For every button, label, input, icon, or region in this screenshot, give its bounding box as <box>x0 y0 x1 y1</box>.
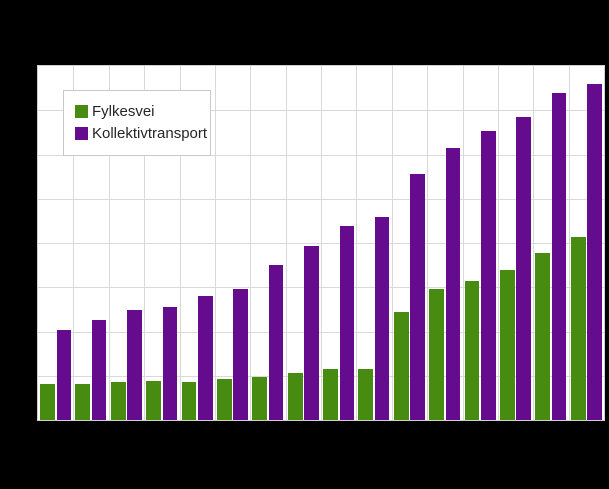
bar-kollektivtransport <box>410 174 425 420</box>
bar-fylkesvei <box>393 312 409 420</box>
bar-kollektivtransport <box>339 225 355 420</box>
plot-area: Fylkesvei Kollektivtransport <box>37 65 605 421</box>
legend-swatch-icon <box>75 127 88 140</box>
bar-fylkesvei <box>110 382 126 420</box>
bar-kollektivtransport <box>516 116 531 420</box>
bar-group <box>392 66 427 420</box>
bar-group <box>144 66 179 420</box>
bar-fylkesvei <box>146 380 162 420</box>
bar-fylkesvei <box>429 289 445 420</box>
bar-series <box>38 66 604 420</box>
bar-fylkesvei <box>181 381 197 420</box>
bar-kollektivtransport <box>374 217 390 420</box>
bar-group <box>250 66 285 420</box>
bar-kollektivtransport <box>551 93 567 420</box>
bar-fylkesvei <box>287 372 303 420</box>
bar-fylkesvei <box>464 281 480 420</box>
bar-group <box>498 66 533 420</box>
bar-fylkesvei <box>499 269 515 420</box>
bar-group <box>427 66 462 420</box>
bar-kollektivtransport <box>445 147 461 420</box>
bar-fylkesvei <box>570 237 586 420</box>
legend-label: Fylkesvei <box>92 103 155 120</box>
legend-swatch-icon <box>75 105 88 118</box>
bar-fylkesvei <box>75 383 91 420</box>
horizontal-gridline <box>38 375 604 377</box>
bar-kollektivtransport <box>162 306 178 420</box>
bar-kollektivtransport <box>56 329 72 420</box>
bar-group <box>286 66 321 420</box>
bar-fylkesvei <box>535 253 551 420</box>
bar-kollektivtransport <box>198 296 213 420</box>
bar-fylkesvei <box>40 383 55 420</box>
bar-kollektivtransport <box>127 309 142 420</box>
bar-kollektivtransport <box>304 245 319 420</box>
bar-group <box>38 66 73 420</box>
horizontal-gridline <box>38 198 604 200</box>
horizontal-gridline <box>38 110 604 112</box>
horizontal-gridline <box>38 154 604 156</box>
bar-group <box>463 66 498 420</box>
bar-group <box>569 66 604 420</box>
bar-fylkesvei <box>358 368 374 420</box>
legend-item: Kollektivtransport <box>75 124 207 143</box>
bar-kollektivtransport <box>233 289 248 420</box>
bar-group <box>215 66 250 420</box>
bar-group <box>533 66 568 420</box>
bar-kollektivtransport <box>587 83 602 420</box>
bar-group <box>109 66 144 420</box>
legend-item: Fylkesvei <box>75 102 202 121</box>
bar-fylkesvei <box>323 369 338 420</box>
gridlines <box>38 66 604 420</box>
bar-kollektivtransport <box>481 131 496 420</box>
bar-group <box>73 66 108 420</box>
bar-fylkesvei <box>252 377 268 420</box>
horizontal-gridline <box>38 287 604 289</box>
horizontal-gridline <box>38 331 604 333</box>
bar-group <box>356 66 391 420</box>
bar-fylkesvei <box>216 378 232 420</box>
horizontal-gridline <box>38 243 604 244</box>
bar-kollektivtransport <box>91 320 107 420</box>
bar-kollektivtransport <box>268 265 284 420</box>
bar-group <box>321 66 356 420</box>
legend-label: Kollektivtransport <box>92 125 208 142</box>
bar-group <box>180 66 215 420</box>
legend: Fylkesvei Kollektivtransport <box>63 90 211 156</box>
